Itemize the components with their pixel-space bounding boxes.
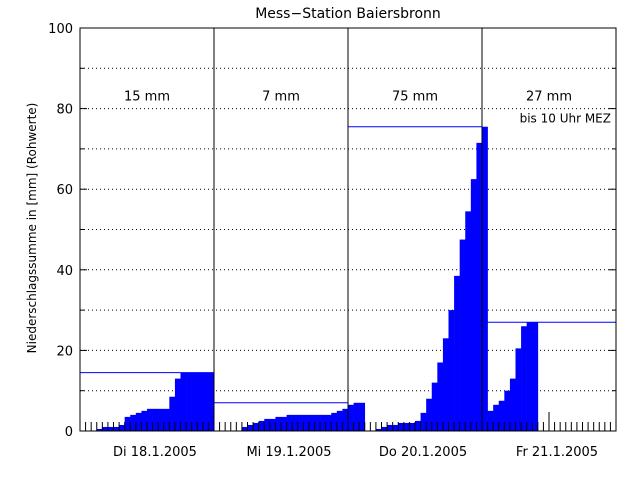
bar bbox=[320, 414, 326, 431]
bar bbox=[359, 402, 366, 431]
bar bbox=[509, 378, 516, 431]
x-tick-label: Mi 19.1.2005 bbox=[246, 445, 331, 460]
bar bbox=[135, 412, 142, 431]
bar bbox=[437, 362, 444, 431]
bar bbox=[448, 310, 455, 431]
bar bbox=[314, 414, 321, 431]
x-tick-label: Di 18.1.2005 bbox=[113, 445, 197, 460]
bar bbox=[348, 404, 354, 431]
labels: 0 20 40 60 80 100 15 mm Di 18.1.2005 7 mm Mi 19.1… bbox=[48, 22, 611, 460]
bar bbox=[180, 372, 187, 431]
bar bbox=[147, 408, 153, 431]
bar bbox=[342, 408, 349, 431]
bar bbox=[152, 408, 159, 431]
day-dividers bbox=[213, 28, 483, 431]
chart-title: Mess−Station Baiersbronn bbox=[255, 6, 441, 22]
daily-total-label: 27 mm bbox=[526, 90, 572, 105]
bar bbox=[521, 326, 527, 431]
y-tick-label: 0 bbox=[65, 425, 73, 440]
bar bbox=[476, 142, 483, 432]
bar bbox=[470, 179, 477, 431]
bar bbox=[336, 410, 343, 431]
bar bbox=[253, 422, 259, 431]
bar bbox=[504, 390, 511, 431]
bar bbox=[498, 400, 505, 431]
y-tick-label: 60 bbox=[56, 183, 73, 198]
bar bbox=[465, 211, 472, 431]
bar bbox=[532, 322, 539, 431]
bar bbox=[303, 414, 310, 431]
bar bbox=[442, 338, 449, 431]
bar bbox=[241, 426, 248, 431]
daily-total-label: 15 mm bbox=[124, 90, 170, 105]
bar bbox=[113, 426, 120, 431]
bar bbox=[409, 422, 416, 431]
bar bbox=[141, 410, 148, 431]
bar bbox=[431, 382, 438, 431]
daily-note: bis 10 Uhr MEZ bbox=[520, 112, 611, 126]
bar bbox=[130, 414, 137, 431]
bar bbox=[247, 424, 254, 431]
bar bbox=[169, 396, 176, 431]
bar bbox=[482, 422, 488, 431]
bar bbox=[420, 412, 427, 431]
bar bbox=[163, 408, 170, 431]
bar bbox=[381, 426, 388, 431]
bar bbox=[454, 275, 460, 431]
bar bbox=[353, 402, 360, 431]
y-axis-label: Niederschlagssumme in [mm] (Rohwerte) bbox=[25, 103, 39, 354]
bar bbox=[403, 422, 410, 431]
daily-total-label: 7 mm bbox=[262, 90, 300, 105]
bar bbox=[292, 414, 299, 431]
y-tick-label: 40 bbox=[56, 264, 73, 279]
bar bbox=[387, 424, 393, 431]
x-tick-label: Fr 21.1.2005 bbox=[516, 445, 598, 460]
bar bbox=[415, 420, 421, 431]
bar bbox=[482, 126, 488, 432]
bar bbox=[297, 414, 304, 431]
bar bbox=[398, 422, 405, 431]
bar bbox=[124, 416, 131, 431]
x-tick-label: Do 20.1.2005 bbox=[379, 445, 467, 460]
bar bbox=[186, 372, 192, 431]
bar bbox=[208, 372, 215, 431]
bar bbox=[96, 428, 103, 431]
bar bbox=[281, 416, 287, 431]
bar bbox=[275, 416, 282, 431]
y-tick-label: 80 bbox=[56, 103, 73, 118]
bar bbox=[308, 414, 315, 431]
bar bbox=[459, 239, 466, 431]
total-lines bbox=[80, 126, 616, 404]
bar bbox=[107, 426, 114, 431]
bar bbox=[158, 408, 165, 431]
bar bbox=[264, 418, 271, 431]
y-tick-label: 20 bbox=[56, 344, 73, 359]
bar bbox=[269, 418, 276, 431]
bar bbox=[286, 414, 293, 431]
bar bbox=[174, 378, 181, 431]
bar bbox=[526, 322, 533, 431]
plot-frame bbox=[79, 27, 617, 432]
bar bbox=[375, 428, 382, 431]
bar bbox=[392, 424, 399, 431]
bar bbox=[487, 410, 494, 431]
bar bbox=[515, 348, 522, 431]
daily-total-label: 75 mm bbox=[392, 90, 438, 105]
bar bbox=[331, 412, 338, 431]
bar bbox=[119, 424, 125, 431]
bar bbox=[493, 404, 500, 431]
bar bbox=[191, 372, 198, 431]
bar bbox=[258, 420, 265, 431]
bar bbox=[202, 372, 209, 431]
bar bbox=[325, 414, 332, 431]
y-tick-label: 100 bbox=[48, 22, 73, 37]
bar bbox=[426, 398, 433, 431]
bars bbox=[96, 126, 539, 432]
bar bbox=[102, 426, 109, 431]
bar bbox=[197, 372, 204, 431]
